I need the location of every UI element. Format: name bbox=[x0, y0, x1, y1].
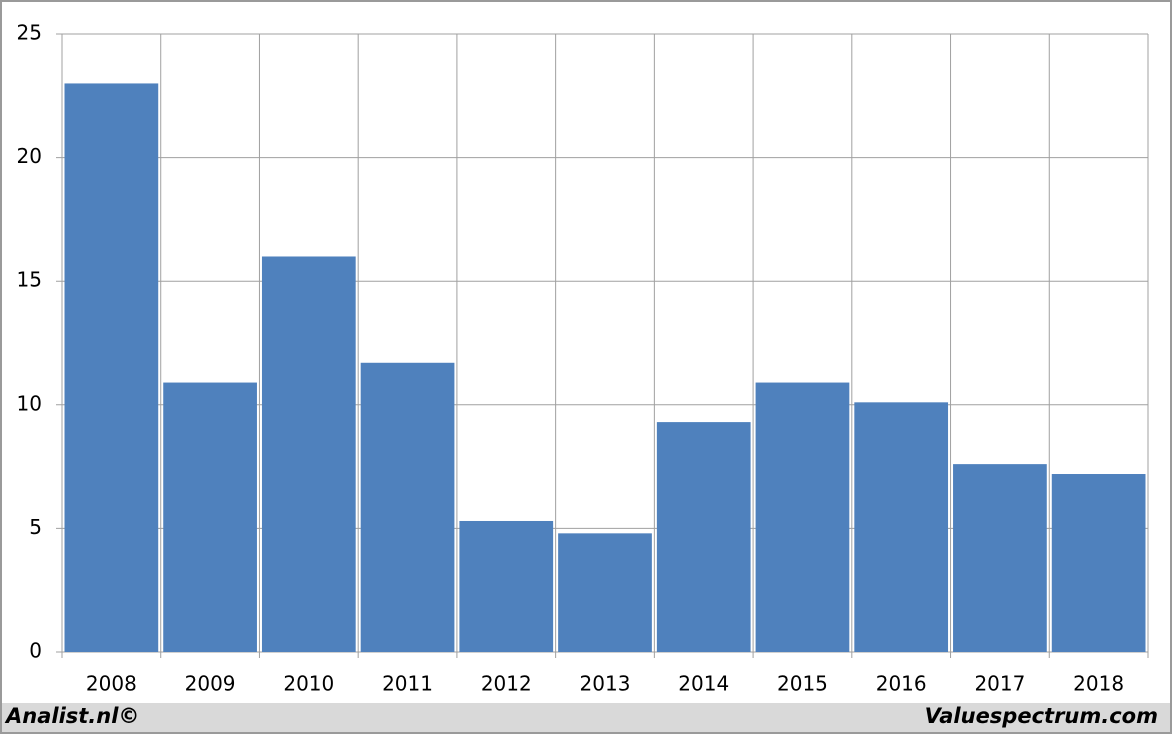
y-tick-label: 10 bbox=[17, 391, 42, 415]
bar bbox=[163, 382, 257, 652]
x-tick-label: 2018 bbox=[1073, 672, 1124, 696]
bar bbox=[656, 422, 751, 652]
bar bbox=[854, 402, 949, 652]
bar bbox=[64, 83, 159, 652]
x-tick-label: 2010 bbox=[283, 672, 334, 696]
bar bbox=[360, 362, 455, 652]
footer-bar bbox=[2, 703, 1170, 732]
x-tick-label: 2012 bbox=[481, 672, 532, 696]
y-tick-label: 15 bbox=[17, 268, 42, 292]
y-tick-label: 20 bbox=[17, 144, 42, 168]
bar bbox=[261, 256, 356, 652]
x-tick-label: 2014 bbox=[678, 672, 729, 696]
bar bbox=[755, 382, 850, 652]
x-tick-label: 2011 bbox=[382, 672, 433, 696]
x-tick-label: 2009 bbox=[185, 672, 236, 696]
footer-left: Analist.nl© bbox=[4, 704, 139, 728]
footer-right: Valuespectrum.com bbox=[925, 704, 1158, 728]
bar bbox=[1051, 474, 1146, 652]
x-tick-label: 2013 bbox=[580, 672, 631, 696]
x-tick-label: 2017 bbox=[974, 672, 1025, 696]
x-tick-label: 2015 bbox=[777, 672, 828, 696]
y-tick-label: 0 bbox=[29, 639, 42, 663]
bar bbox=[953, 464, 1047, 652]
bar bbox=[459, 520, 554, 652]
x-tick-label: 2008 bbox=[86, 672, 137, 696]
x-tick-label: 2016 bbox=[876, 672, 927, 696]
bar bbox=[558, 533, 652, 652]
y-tick-label: 25 bbox=[17, 21, 42, 45]
y-tick-label: 5 bbox=[29, 515, 42, 539]
